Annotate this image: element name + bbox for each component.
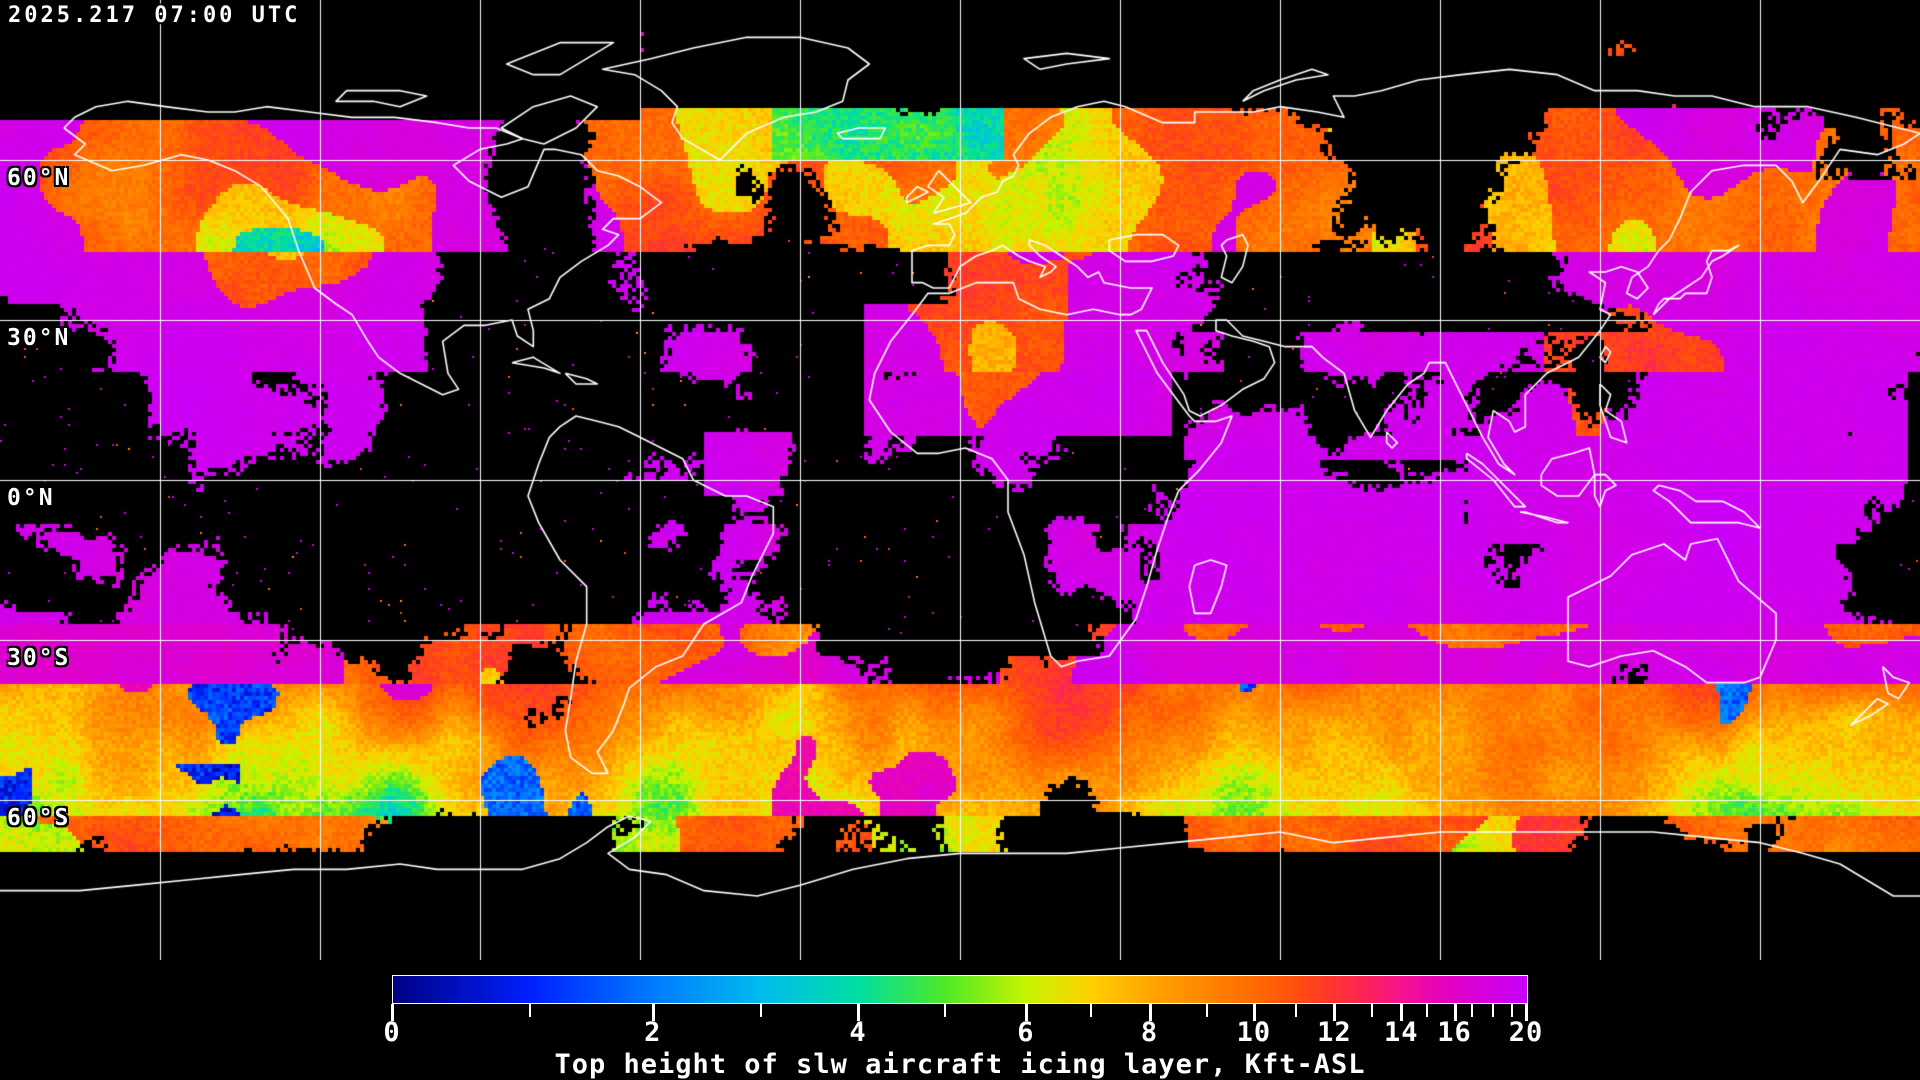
colorbar-major-tick <box>1453 1004 1457 1021</box>
colorbar-major-tick <box>651 1004 655 1021</box>
timestamp-label: 2025.217 07:00 UTC <box>8 3 301 28</box>
colorbar-minor-tick <box>944 1004 947 1017</box>
colorbar-minor-tick <box>1426 1004 1429 1017</box>
colorbar-tick-label: 2 <box>644 1017 662 1048</box>
colorbar-major-tick <box>857 1004 861 1021</box>
colorbar-minor-tick <box>529 1004 532 1017</box>
colorbar-tick-label: 4 <box>849 1017 867 1048</box>
colorbar-major-tick <box>1148 1004 1152 1021</box>
colorbar-minor-tick <box>1206 1004 1209 1017</box>
colorbar-minor-tick <box>1089 1004 1092 1017</box>
latitude-label: 30°S <box>7 645 71 671</box>
colorbar-major-tick <box>1525 1004 1528 1021</box>
colorbar-minor-tick <box>1511 1004 1514 1017</box>
colorbar-major-tick <box>1252 1004 1256 1021</box>
world-icing-map <box>0 0 1920 960</box>
colorbar-tick-label: 14 <box>1383 1017 1419 1048</box>
colorbar-tick-label: 10 <box>1236 1017 1272 1048</box>
colorbar-major-tick <box>1333 1004 1337 1021</box>
colorbar-major-tick <box>391 1004 394 1021</box>
latitude-label: 60°N <box>7 165 71 191</box>
legend-panel: 0 2 4 6 8 10 12 14 16 20 Top height of slw aircra… <box>0 960 1920 1080</box>
colorbar-minor-tick <box>1470 1004 1473 1017</box>
colorbar-minor-tick <box>1370 1004 1373 1017</box>
latitude-label: 0°N <box>7 485 55 511</box>
colorbar-title: Top height of slw aircraft icing layer, … <box>554 1049 1366 1080</box>
colorbar-gradient <box>392 975 1528 1004</box>
colorbar-minor-tick <box>1294 1004 1297 1017</box>
colorbar-minor-tick <box>759 1004 762 1017</box>
colorbar-minor-tick <box>1492 1004 1495 1017</box>
colorbar-tick-label: 8 <box>1140 1017 1159 1048</box>
colorbar-tick-label: 16 <box>1437 1017 1472 1048</box>
colorbar-tick-label: 0 <box>383 1017 401 1048</box>
colorbar-major-tick <box>1024 1004 1028 1021</box>
colorbar-tick-label: 12 <box>1317 1017 1352 1048</box>
colorbar-major-tick <box>1400 1004 1404 1021</box>
latitude-label: 30°N <box>7 325 71 351</box>
colorbar-tick-label: 20 <box>1508 1017 1544 1048</box>
colorbar-tick-label: 6 <box>1017 1017 1035 1048</box>
latitude-label: 60°S <box>7 805 71 831</box>
